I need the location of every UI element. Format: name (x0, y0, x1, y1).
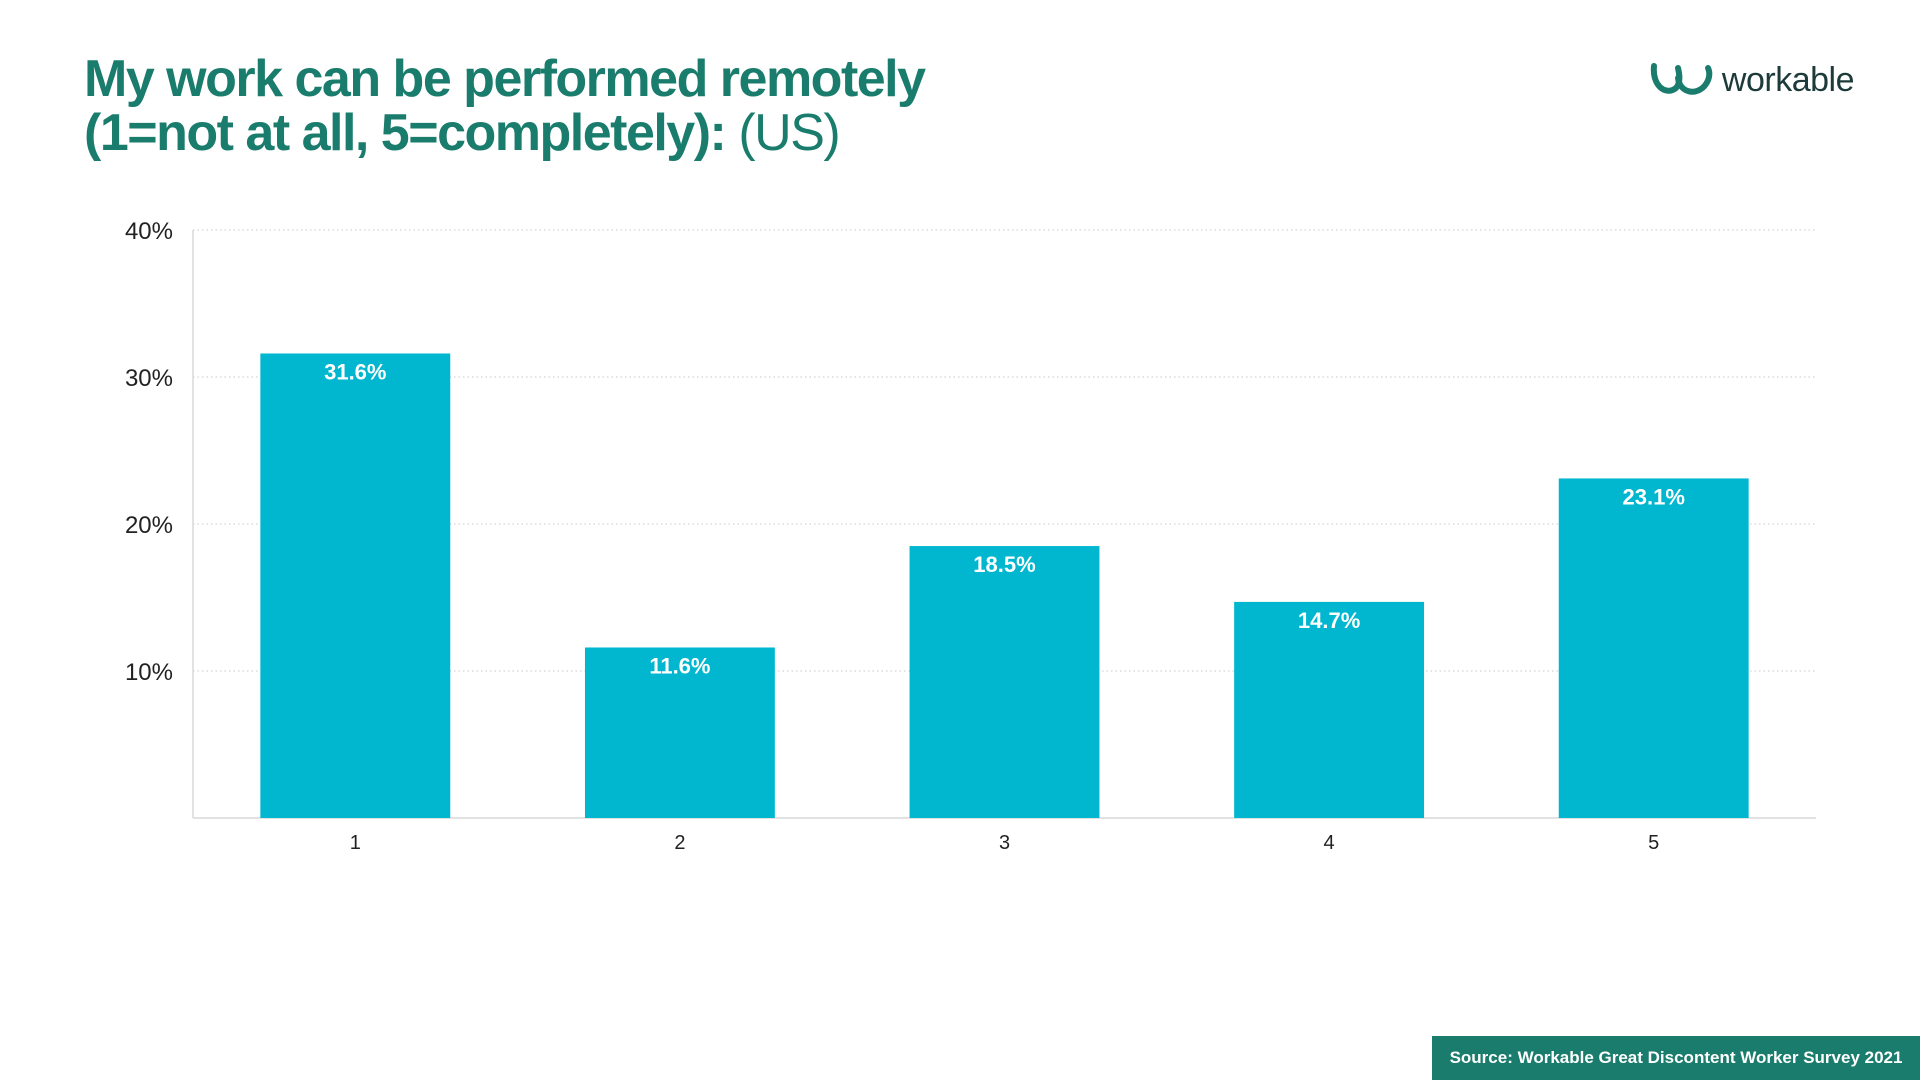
bar (1234, 601, 1425, 818)
x-tick-label: 5 (1648, 832, 1659, 854)
y-tick-label: 20% (125, 512, 173, 539)
bar-value-label: 23.1% (1623, 484, 1685, 509)
workable-logo-text: workable (1721, 60, 1855, 99)
x-axis-ticks: 1 2 3 4 5 (350, 832, 1660, 854)
bar-value-label: 31.6% (324, 359, 386, 384)
y-tick-label: 30% (125, 365, 173, 392)
bar (584, 647, 775, 818)
bar (909, 546, 1100, 818)
x-tick-label: 2 (674, 832, 685, 854)
y-tick-label: 10% (125, 659, 173, 686)
chart-title-line-2-text: (1=not at all, 5=completely): (84, 104, 727, 162)
bar-value-label: 18.5% (973, 552, 1035, 577)
bar-value-label: 11.6% (649, 653, 710, 678)
x-tick-label: 3 (999, 832, 1010, 854)
bar-value-label: 14.7% (1298, 608, 1360, 633)
chart-title-line-1: My work can be performed remotely (84, 50, 926, 108)
workable-logo: workable (1650, 60, 1855, 100)
source-note: Source: Workable Great Discontent Worker… (1432, 1036, 1920, 1080)
bar-chart: 10% 20% 30% 40% 31.6% 11.6% 18.5% 14.7% 23.1% 1… (125, 218, 1816, 854)
chart-title-line-2: (1=not at all, 5=completely): (US) (84, 106, 925, 160)
y-axis-ticks: 10% 20% 30% 40% (125, 218, 173, 686)
bar (1558, 478, 1749, 818)
workable-logo-icon (1650, 63, 1713, 95)
chart-title: My work can be performed remotely (1=not… (84, 50, 926, 160)
x-tick-label: 1 (350, 832, 361, 854)
y-tick-label: 40% (125, 218, 173, 245)
bars: 31.6% 11.6% 18.5% 14.7% 23.1% (260, 353, 1749, 818)
x-tick-label: 4 (1324, 832, 1335, 854)
chart-title-suffix: (US) (738, 104, 840, 162)
bar (260, 353, 451, 818)
